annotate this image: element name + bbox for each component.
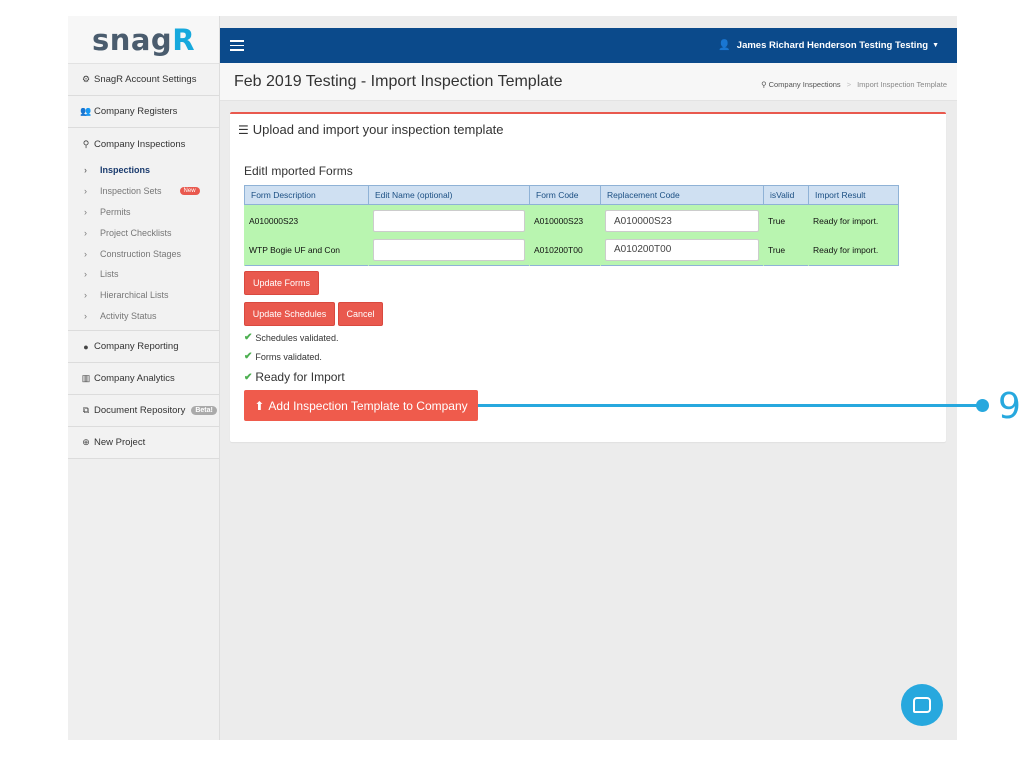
sidebar-item-new-project[interactable]: ⊕ New Project xyxy=(68,427,219,460)
is-valid: True xyxy=(763,235,809,265)
sidebar-item-company-registers[interactable]: 👥 Company Registers xyxy=(68,96,219,128)
panel-title: ☰ Upload and import your inspection temp… xyxy=(238,122,504,137)
column-header: Replacement Code xyxy=(600,185,764,205)
table-row: A010000S23 A010000S23 A010000S23 True Re… xyxy=(244,204,899,235)
is-valid: True xyxy=(763,204,809,235)
table-header-row: Form Description Edit Name (optional) Fo… xyxy=(244,185,899,205)
sidebar-item-label: Document Repository xyxy=(94,405,186,417)
sidebar-item-label: Company Registers xyxy=(94,106,178,117)
chevron-right-icon: › xyxy=(84,269,87,280)
sidebar-item-label: Company Reporting xyxy=(94,341,179,353)
cogs-icon: ⚙ xyxy=(81,74,91,84)
chevron-right-icon: › xyxy=(84,248,87,259)
replacement-code-input[interactable]: A010000S23 xyxy=(605,210,759,232)
copy-icon: ⧉ xyxy=(82,405,90,416)
database-icon: ☰ xyxy=(238,122,249,137)
import-result: Ready for import. xyxy=(808,235,899,265)
sidebar-subitem-lists[interactable]: › Lists xyxy=(84,269,119,280)
globe-icon: ● xyxy=(83,341,89,352)
callout-number: 9 xyxy=(998,386,1021,427)
imported-forms-table: Form Description Edit Name (optional) Fo… xyxy=(244,185,899,266)
check-icon: ✔ xyxy=(244,351,253,362)
inspections-submenu: › Inspections › Inspection Sets New › Pe… xyxy=(68,160,219,332)
sidebar-item-company-inspections[interactable]: ⚲ Company Inspections xyxy=(68,128,219,160)
sidebar-item-label: New Project xyxy=(94,437,146,449)
sidebar-item-company-reporting[interactable]: ● Company Reporting xyxy=(68,331,219,364)
form-code: A010000S23 xyxy=(529,204,601,235)
chevron-right-icon: › xyxy=(84,290,87,301)
user-menu[interactable]: 👤 James Richard Henderson Testing Testin… xyxy=(718,40,939,51)
sidebar-item-label: Company Inspections xyxy=(94,138,186,150)
edit-name-input[interactable] xyxy=(373,238,525,261)
sidebar-item-account-settings[interactable]: ⚙ SnagR Account Settings xyxy=(68,64,219,96)
plus-circle-icon: ⊕ xyxy=(82,437,90,448)
beta-badge: Beta! xyxy=(191,406,217,416)
page-header: Feb 2019 Testing - Import Inspection Tem… xyxy=(220,63,957,101)
chevron-right-icon: › xyxy=(84,227,87,238)
form-description: WTP Bogie UF and Con xyxy=(244,235,369,265)
sidebar: snagR ⚙ SnagR Account Settings 👥 Company… xyxy=(68,16,220,740)
caret-down-icon: ▼ xyxy=(932,42,939,49)
section-title: EditI mported Forms xyxy=(244,164,353,178)
add-template-button[interactable]: ⬆ Add Inspection Template to Company xyxy=(244,390,478,421)
breadcrumb: ⚲ Company Inspections > Import Inspectio… xyxy=(761,80,947,89)
check-icon: ✔ xyxy=(244,332,253,343)
ready-status: ✔ Ready for Import xyxy=(244,370,345,384)
sidebar-subitem-construction-stages[interactable]: › Construction Stages xyxy=(84,248,182,259)
column-header: Form Code xyxy=(529,185,601,205)
check-icon: ✔ xyxy=(244,371,253,383)
edit-name-input[interactable] xyxy=(373,210,525,232)
sidebar-subitem-inspection-sets[interactable]: › Inspection Sets New xyxy=(68,181,219,202)
sidebar-subitem-activity-status[interactable]: › Activity Status xyxy=(84,310,157,321)
replacement-code-input[interactable]: A010200T00 xyxy=(605,238,759,261)
sidebar-subitem-permits[interactable]: › Permits xyxy=(84,206,131,217)
import-panel: ☰ Upload and import your inspection temp… xyxy=(230,112,946,442)
search-icon: ⚲ xyxy=(82,138,90,149)
new-badge: New xyxy=(179,187,200,196)
sidebar-item-label: Company Analytics xyxy=(94,373,175,385)
forms-status: ✔ Forms validated. xyxy=(244,351,322,362)
user-name: James Richard Henderson Testing Testing xyxy=(736,40,929,51)
chevron-right-icon: › xyxy=(84,310,87,321)
top-navbar: 👤 James Richard Henderson Testing Testin… xyxy=(220,28,957,63)
chat-icon xyxy=(913,697,931,713)
column-header: Import Result xyxy=(808,185,899,205)
cancel-button[interactable]: Cancel xyxy=(338,302,383,326)
bar-chart-icon: ▥ xyxy=(81,373,91,384)
sidebar-subitem-hierarchical-lists[interactable]: › Hierarchical Lists xyxy=(84,290,169,301)
form-description: A010000S23 xyxy=(244,204,369,235)
page-title: Feb 2019 Testing - Import Inspection Tem… xyxy=(234,73,563,90)
sidebar-item-document-repository[interactable]: ⧉ Document Repository Beta! xyxy=(68,395,219,428)
chevron-right-icon: › xyxy=(84,165,87,176)
sidebar-item-company-analytics[interactable]: ▥ Company Analytics xyxy=(68,363,219,396)
callout-dot xyxy=(976,399,989,412)
search-icon: ⚲ xyxy=(761,80,767,89)
user-icon: 👤 xyxy=(718,40,731,51)
update-forms-button[interactable]: Update Forms xyxy=(244,271,319,295)
sidebar-subitem-project-checklists[interactable]: › Project Checklists xyxy=(84,227,172,238)
chevron-right-icon: › xyxy=(84,186,87,197)
table-row: WTP Bogie UF and Con A010200T00 A010200T… xyxy=(244,235,899,265)
schedules-status: ✔ Schedules validated. xyxy=(244,332,339,343)
chat-launcher-button[interactable] xyxy=(901,684,943,726)
breadcrumb-company-inspections[interactable]: Company Inspections xyxy=(768,80,841,89)
hamburger-menu-icon[interactable] xyxy=(230,40,244,51)
import-result: Ready for import. xyxy=(808,204,899,235)
breadcrumb-separator: > xyxy=(846,80,852,89)
sidebar-item-label: SnagR Account Settings xyxy=(94,74,197,85)
chevron-right-icon: › xyxy=(84,206,87,217)
callout-line xyxy=(478,404,981,407)
column-header: isValid xyxy=(763,185,809,205)
column-header: Edit Name (optional) xyxy=(368,185,530,205)
upload-icon: ⬆ xyxy=(254,398,265,413)
breadcrumb-current: Import Inspection Template xyxy=(857,80,947,89)
form-code: A010200T00 xyxy=(529,235,601,265)
snagr-logo[interactable]: snagR xyxy=(68,16,219,64)
update-schedules-button[interactable]: Update Schedules xyxy=(244,302,335,326)
sidebar-subitem-inspections[interactable]: › Inspections xyxy=(84,165,151,176)
column-header: Form Description xyxy=(244,185,369,205)
users-icon: 👥 xyxy=(80,106,92,116)
